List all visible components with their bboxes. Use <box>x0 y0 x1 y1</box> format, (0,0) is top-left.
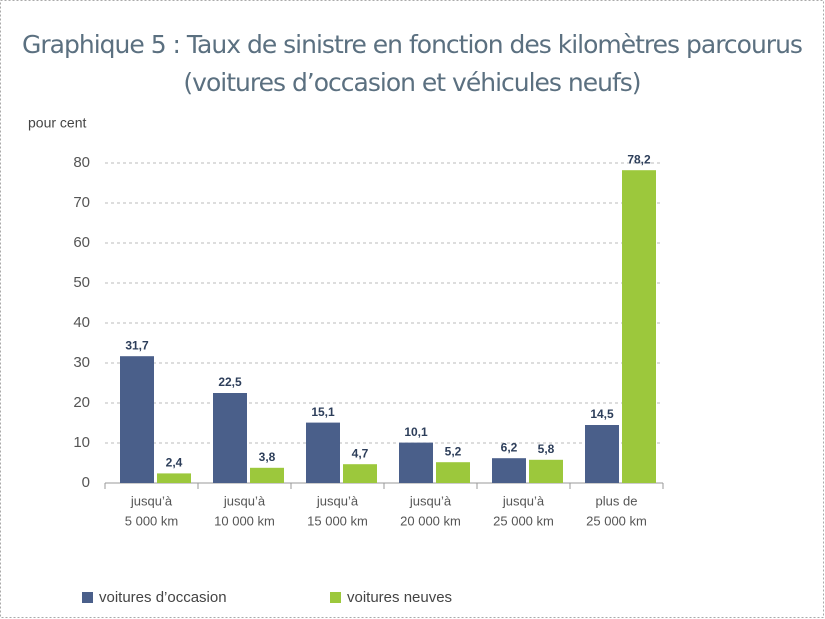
x-tick-label: 5 000 km <box>125 513 178 528</box>
value-label: 6,2 <box>501 440 518 454</box>
value-label: 5,2 <box>445 444 462 458</box>
x-tick-label: plus de <box>596 493 638 508</box>
y-tick-label: 50 <box>73 274 90 291</box>
bar <box>399 442 433 483</box>
bar <box>306 422 340 483</box>
value-label: 10,1 <box>404 425 428 439</box>
value-label: 14,5 <box>590 407 614 421</box>
y-tick-label: 60 <box>73 234 90 251</box>
value-label: 31,7 <box>125 338 149 352</box>
y-axis-label: pour cent <box>28 115 86 131</box>
bar <box>157 473 191 483</box>
y-tick-label: 40 <box>73 314 90 331</box>
x-tick-label: jusqu’à <box>409 493 452 508</box>
x-tick-label: jusqu’à <box>502 493 545 508</box>
x-tick-label: jusqu’à <box>316 493 359 508</box>
bar <box>120 356 154 483</box>
x-tick-label: 25 000 km <box>586 513 647 528</box>
legend-swatch <box>330 592 341 603</box>
bar <box>250 467 284 483</box>
y-tick-label: 10 <box>73 434 90 451</box>
value-label: 15,1 <box>311 405 335 419</box>
legend-label: voitures neuves <box>347 589 452 606</box>
x-tick-label: 15 000 km <box>307 513 368 528</box>
value-label: 4,7 <box>352 446 369 460</box>
value-label: 22,5 <box>218 375 242 389</box>
value-label: 2,4 <box>166 456 183 470</box>
x-tick-label: jusqu’à <box>223 493 266 508</box>
x-tick-label: 25 000 km <box>493 513 554 528</box>
y-tick-label: 70 <box>73 194 90 211</box>
bar <box>585 425 619 483</box>
bar <box>529 459 563 483</box>
value-label: 5,8 <box>538 442 555 456</box>
x-tick-label: 10 000 km <box>214 513 275 528</box>
x-tick-label: jusqu’à <box>130 493 173 508</box>
bar <box>492 458 526 483</box>
value-label: 3,8 <box>259 450 276 464</box>
bar <box>213 393 247 483</box>
legend-label: voitures d’occasion <box>99 589 227 606</box>
y-tick-label: 0 <box>82 474 90 491</box>
bar <box>343 464 377 483</box>
y-tick-label: 30 <box>73 354 90 371</box>
y-tick-label: 80 <box>73 154 90 171</box>
chart-title: Graphique 5 : Taux de sinistre en foncti… <box>22 30 802 59</box>
bar <box>436 462 470 483</box>
x-tick-label: 20 000 km <box>400 513 461 528</box>
legend-swatch <box>82 592 93 603</box>
bar <box>622 170 656 483</box>
chart-title: (voitures d’occasion et véhicules neufs) <box>183 68 640 97</box>
y-tick-label: 20 <box>73 394 90 411</box>
value-label: 78,2 <box>627 152 651 166</box>
